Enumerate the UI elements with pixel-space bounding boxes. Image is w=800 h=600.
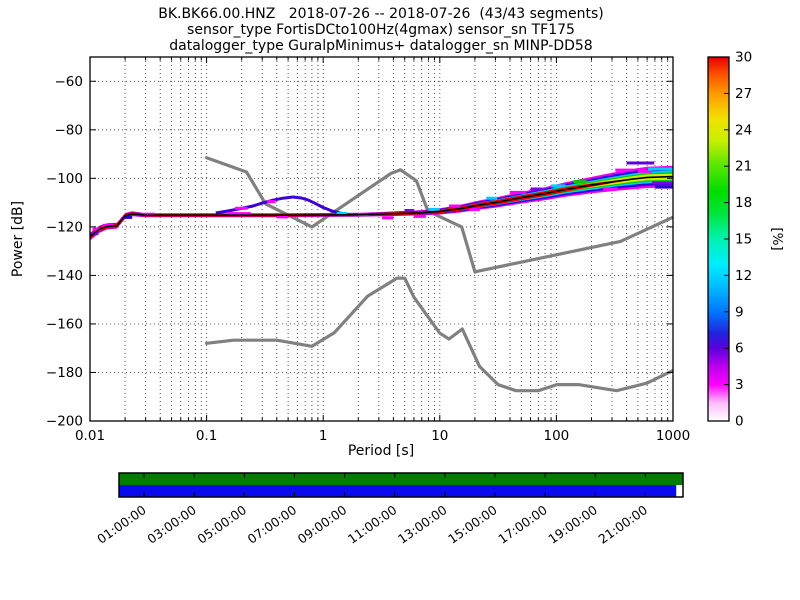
colorbar: 0 3 6 9 12 15 18 21 24 27 30 [%] xyxy=(707,50,785,430)
colorbar-tick-label: 3 xyxy=(735,377,744,393)
timeline-tick-label: 09:00:00 xyxy=(295,502,350,547)
timeline-frame xyxy=(118,472,684,498)
band-blue xyxy=(90,168,673,240)
axis-tick-labels: 0.01 0.1 1 10 100 1000 −200 −180 −160 −140 −120 −10… xyxy=(46,74,690,444)
histogram-cell xyxy=(654,185,673,189)
plot-frame xyxy=(89,56,674,422)
y-tick-label: −160 xyxy=(46,316,83,332)
x-axis-label: Period [s] xyxy=(348,443,414,459)
timeline-tick-label: 19:00:00 xyxy=(545,502,600,547)
histogram-cell xyxy=(551,184,566,188)
histogram-cell xyxy=(142,212,155,216)
colorbar-tick-label: 21 xyxy=(735,159,752,175)
timeline-tick-label: 07:00:00 xyxy=(245,502,300,547)
timeline-tick-label: 01:00:00 xyxy=(94,502,149,547)
colorbar-tick-label: 9 xyxy=(735,304,744,320)
histogram-cell xyxy=(469,208,480,212)
histogram-cell xyxy=(102,223,114,227)
colorbar-label: [%] xyxy=(769,227,785,250)
colorbar-tick-label: 30 xyxy=(735,50,752,66)
colorbar-tick-label: 27 xyxy=(735,86,752,102)
histogram-cell xyxy=(276,215,289,219)
x-tick-label: 0.01 xyxy=(75,428,105,444)
histogram-cell xyxy=(382,216,394,220)
nhnm-noise-model-line xyxy=(205,156,673,274)
x-tick-label: 1000 xyxy=(656,428,690,444)
colorbar-tick-label: 0 xyxy=(735,414,744,430)
colorbar-ticks: 0 3 6 9 12 15 18 21 24 27 30 xyxy=(724,50,752,430)
colorbar-tick-label: 24 xyxy=(735,122,752,138)
y-tick-label: −200 xyxy=(46,414,83,430)
histogram-cell xyxy=(510,190,527,194)
histogram-cell xyxy=(648,167,673,171)
title-line-3: datalogger_type GuralpMinimus+ datalogge… xyxy=(169,38,592,54)
title-line-1: BK.BK66.00.HNZ 2018-07-26 -- 2018-07-26 … xyxy=(158,6,604,22)
colorbar-tick-label: 6 xyxy=(735,341,744,357)
colorbar-tick-label: 12 xyxy=(735,268,752,284)
y-tick-label: −80 xyxy=(55,122,84,138)
axis-ticks xyxy=(89,57,674,422)
y-tick-label: −140 xyxy=(46,268,83,284)
colorbar-tick-label: 18 xyxy=(735,195,752,211)
timeline-tick-label: 11:00:00 xyxy=(345,502,400,547)
title-line-2: sensor_type FortisDCto100Hz(4gmax) senso… xyxy=(187,22,575,38)
band-yellow xyxy=(90,173,673,238)
histogram-cell xyxy=(123,215,133,219)
histogram-cell xyxy=(602,187,618,191)
histogram-cell xyxy=(227,212,251,216)
timeline-tick-label: 05:00:00 xyxy=(194,502,249,547)
y-axis-label: Power [dB] xyxy=(10,201,26,277)
histogram-cell xyxy=(637,169,652,173)
histogram-cell xyxy=(267,200,276,204)
timeline-data-bar xyxy=(119,485,677,497)
histogram-cell xyxy=(404,209,414,212)
timeline-tick-label: 21:00:00 xyxy=(596,502,651,547)
time-coverage-bar: 01:00:0003:00:0005:00:0007:00:0009:00:00… xyxy=(94,472,684,547)
band-green xyxy=(90,172,673,239)
timeline-tick-label: 17:00:00 xyxy=(495,502,550,547)
x-tick-label: 10 xyxy=(431,428,448,444)
x-tick-label: 100 xyxy=(544,428,570,444)
histogram-cell xyxy=(234,206,248,210)
histogram-cell xyxy=(336,211,347,215)
y-tick-label: −180 xyxy=(46,365,83,381)
timeline-tick-label: 15:00:00 xyxy=(445,502,500,547)
histogram-cell xyxy=(449,204,461,208)
colorbar-tick-label: 15 xyxy=(735,232,752,248)
x-tick-label: 1 xyxy=(319,428,328,444)
histogram-cell xyxy=(92,227,102,231)
histogram-cell xyxy=(573,180,588,184)
timeline-tick-label: 13:00:00 xyxy=(395,502,450,547)
histogram-cell xyxy=(530,187,543,191)
grid-lines xyxy=(90,57,673,421)
y-tick-label: −120 xyxy=(46,219,83,235)
histogram-cell xyxy=(652,181,673,185)
y-tick-label: −60 xyxy=(55,74,84,90)
histogram-cell xyxy=(626,161,655,165)
mode-line xyxy=(90,175,673,238)
x-tick-label: 0.1 xyxy=(196,428,217,444)
y-tick-label: −100 xyxy=(46,171,83,187)
histogram-cell xyxy=(428,207,440,211)
nlnm-noise-model-line xyxy=(205,276,673,393)
histogram-cell xyxy=(615,168,634,172)
timeline-range-bar xyxy=(119,473,683,485)
psd-histogram xyxy=(90,156,673,393)
timeline-tick-label: 03:00:00 xyxy=(144,502,199,547)
band-cyan xyxy=(90,170,673,239)
histogram-cell xyxy=(413,214,426,218)
histogram-cell xyxy=(486,196,498,200)
band-magenta xyxy=(90,165,673,241)
